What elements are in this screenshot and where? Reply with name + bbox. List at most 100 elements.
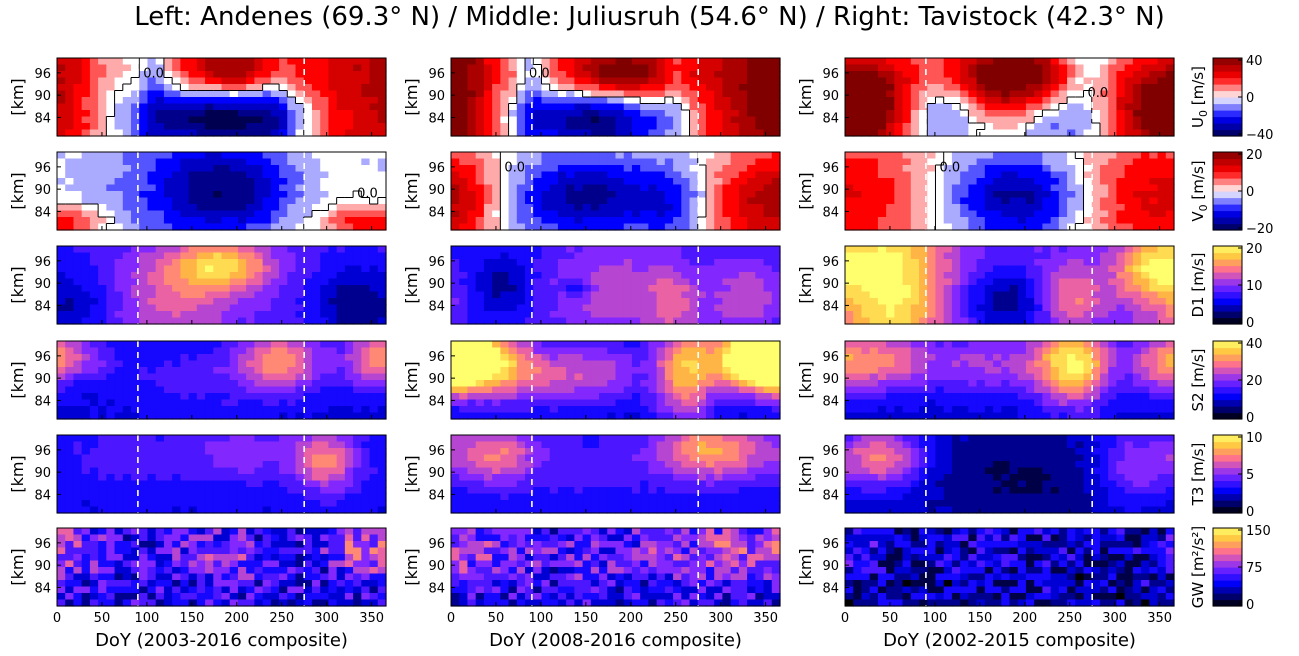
heatmap-cell [303,64,313,72]
heatmap-cell [483,317,493,325]
heatmap-cell [139,360,149,368]
heatmap-cell [968,84,978,92]
heatmap-cell [951,58,961,66]
heatmap-cell [483,223,493,231]
heatmap-cell [976,165,986,173]
heatmap-cell [722,77,732,85]
heatmap-cell [369,304,379,312]
heatmap-cell [566,103,575,111]
heatmap-cell [147,77,157,85]
heatmap-cell [106,354,116,362]
heatmap-cell [336,197,346,205]
heatmap-cell [172,129,181,137]
heatmap-cell [1025,178,1035,186]
heatmap-cell [254,204,264,212]
heatmap-cell [353,158,362,166]
heatmap-cell [377,252,387,260]
heatmap-cell [246,347,255,355]
heatmap-cell [65,191,75,199]
heatmap-cell [771,58,781,66]
heatmap-cell [738,171,748,179]
heatmap-cell [98,246,107,254]
heatmap-cell [205,278,214,286]
heatmap-cell [237,204,247,212]
heatmap-cell [237,191,247,199]
heatmap-cell [664,210,674,218]
heatmap-cell [1083,191,1093,199]
heatmap-cell [525,217,534,225]
heatmap-cell [771,116,781,124]
heatmap-cell [377,360,387,368]
heatmap-cell [763,197,773,205]
heatmap-cell [525,272,534,280]
heatmap-cell [853,298,863,306]
heatmap-cell [89,197,99,205]
heatmap-cell [935,223,945,231]
heatmap-cell [664,171,674,179]
heatmap-cell [122,191,132,199]
heatmap-cell [163,223,173,231]
heatmap-cell [582,317,592,325]
heatmap-cell [1034,197,1043,205]
heatmap-cell [344,171,354,179]
heatmap-cell [1050,223,1060,231]
heatmap-cell [722,158,732,166]
heatmap-cell [336,152,346,160]
heatmap-cell [763,217,773,225]
heatmap-cell [311,191,321,199]
heatmap-cell [65,77,75,85]
heatmap-cell [648,178,658,186]
heatmap-cell [631,84,641,92]
heatmap-cell [377,90,387,98]
heatmap-cell [1149,298,1159,306]
heatmap-cell [139,152,149,160]
heatmap-cell [65,298,75,306]
heatmap-cell [270,116,280,124]
heatmap-cell [755,285,765,293]
heatmap-cell [525,129,534,137]
heatmap-cell [270,129,280,137]
heatmap-cell [516,311,526,319]
heatmap-cell [861,178,871,186]
y-tick-label: 96 [428,255,445,270]
heatmap-cell [910,217,920,225]
heatmap-cell [1157,123,1167,131]
heatmap-cell [303,116,313,124]
heatmap-cell [1165,317,1175,325]
heatmap-cell [500,84,510,92]
heatmap-cell [705,178,715,186]
heatmap-cell [927,158,937,166]
heatmap-cell [935,291,945,299]
heatmap-cell [303,178,313,186]
heatmap-cell [483,123,493,131]
heatmap-cell [1116,77,1126,85]
heatmap-cell [1083,184,1093,192]
heatmap-cell [640,191,649,199]
heatmap-cell [541,304,551,312]
heatmap-cell [65,317,75,325]
heatmap-cell [648,71,658,79]
heatmap-cell [114,103,124,111]
heatmap-cell [845,317,854,325]
heatmap-cell [1149,210,1159,218]
heatmap-cell [1042,204,1052,212]
heatmap-cell [1042,291,1052,299]
heatmap-cell [89,367,99,375]
heatmap-cell [648,259,658,267]
heatmap-cell [951,97,961,105]
heatmap-cell [172,178,181,186]
heatmap-cell [65,178,75,186]
heatmap-cell [566,129,575,137]
heatmap-cell [459,259,469,267]
heatmap-cell [98,123,107,131]
heatmap-cell [574,103,584,111]
heatmap-cell [377,171,387,179]
heatmap-cell [451,178,460,186]
heatmap-cell [295,304,305,312]
heatmap-cell [722,152,732,160]
heatmap-cell [763,298,773,306]
heatmap-cell [549,90,559,98]
heatmap-cell [205,341,214,349]
heatmap-cell [320,367,330,375]
